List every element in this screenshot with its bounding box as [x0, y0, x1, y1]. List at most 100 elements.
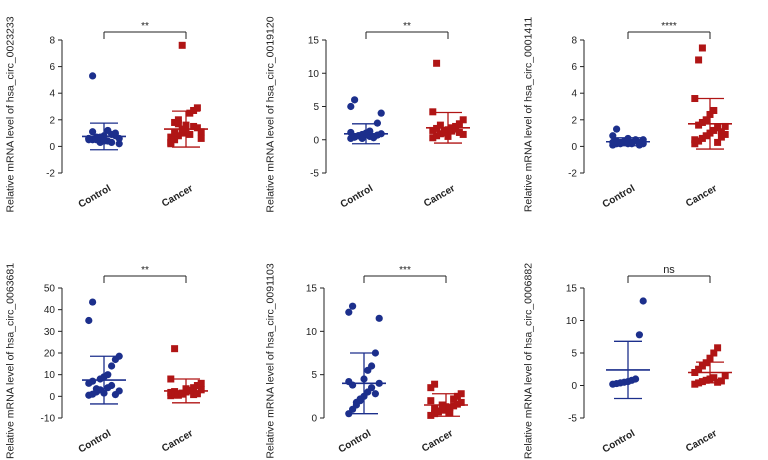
data-point [115, 387, 123, 395]
y-tick-label: 5 [311, 370, 317, 381]
series-control [606, 297, 650, 400]
data-point [171, 136, 179, 144]
data-point [717, 133, 725, 141]
series-control [606, 125, 650, 149]
data-point [89, 128, 97, 136]
significance-label: ** [141, 265, 149, 276]
y-tick-label: 0 [311, 414, 317, 425]
data-point [710, 126, 718, 134]
data-point [436, 121, 444, 129]
data-point [434, 407, 442, 415]
data-point [431, 410, 439, 418]
data-point [85, 136, 93, 144]
data-point [171, 345, 179, 353]
series-cancer [164, 345, 208, 404]
significance-label: *** [399, 265, 411, 276]
y-tick-label: 6 [49, 62, 55, 73]
data-point [613, 125, 621, 133]
data-point [89, 72, 97, 80]
data-point [429, 108, 437, 116]
data-point [427, 411, 435, 419]
y-tick-label: -5 [310, 169, 319, 180]
data-point [453, 400, 461, 408]
category-label-cancer: Cancer [160, 183, 195, 210]
data-point [702, 376, 710, 384]
category-label-cancer: Cancer [420, 428, 455, 455]
data-point [698, 44, 706, 52]
data-point [356, 395, 364, 403]
data-point [377, 109, 385, 117]
y-tick-label: 10 [306, 327, 318, 338]
data-point [446, 409, 454, 417]
data-point [714, 138, 722, 146]
y-axis-title: Relative mRNA level of hsa_circ_0006882 [523, 263, 535, 459]
y-tick-label: -10 [41, 414, 56, 425]
data-point [190, 106, 198, 114]
category-label-cancer: Cancer [422, 183, 457, 210]
y-tick-label: 0 [313, 135, 319, 146]
category-label-control: Control [337, 428, 373, 455]
data-point [197, 128, 205, 136]
y-tick-label: 40 [44, 305, 56, 316]
data-point [438, 406, 446, 414]
data-point [459, 116, 467, 124]
y-tick-label: 15 [566, 284, 578, 295]
y-tick-label: -2 [46, 169, 55, 180]
data-point [197, 386, 205, 394]
data-point [702, 132, 710, 140]
series-cancer [688, 44, 732, 150]
data-point [429, 134, 437, 142]
data-point [721, 130, 729, 138]
data-point [457, 390, 465, 398]
data-point [427, 397, 435, 405]
series-control [342, 302, 386, 418]
data-point [632, 375, 640, 383]
data-point [171, 129, 179, 137]
category-label-control: Control [77, 183, 113, 210]
y-tick-label: 10 [44, 370, 56, 381]
data-point [452, 125, 460, 133]
data-point [345, 308, 353, 316]
data-point [698, 362, 706, 370]
data-point [440, 129, 448, 137]
y-tick-label: 5 [571, 349, 577, 360]
data-point [115, 352, 123, 360]
data-point [698, 118, 706, 126]
data-point [433, 59, 441, 67]
data-point [714, 124, 722, 132]
data-point [347, 102, 355, 111]
data-point [349, 302, 357, 310]
data-point [639, 297, 647, 305]
data-point [433, 132, 441, 140]
data-point [691, 136, 699, 144]
data-point [691, 140, 699, 148]
data-point [368, 384, 376, 392]
category-label-cancer: Cancer [684, 183, 719, 210]
y-tick-label: 2 [49, 115, 55, 126]
y-tick-label: 0 [571, 381, 577, 392]
y-tick-label: 0 [49, 142, 55, 153]
y-tick-label: 2 [571, 115, 577, 126]
data-point [104, 371, 112, 379]
y-axis-title: Relative mRNA level of hsa_circ_0063681 [5, 263, 17, 459]
data-point [695, 56, 703, 64]
data-point [710, 349, 718, 357]
series-cancer [688, 344, 732, 388]
data-point [450, 402, 458, 410]
data-point [721, 122, 729, 130]
data-point [89, 298, 97, 306]
data-point [174, 391, 182, 399]
category-label-cancer: Cancer [160, 428, 195, 455]
chart-panel-2: -5 0 5 10 15 Relative mRNA level of hsa_circ_… [265, 16, 470, 213]
series-cancer [164, 41, 208, 148]
data-point [710, 374, 718, 382]
series-control [82, 298, 126, 405]
data-point [446, 404, 454, 412]
data-point [714, 344, 722, 352]
y-tick-label: 0 [49, 392, 55, 403]
y-axis-title: Relative mRNA level of hsa_circ_0001411 [523, 17, 535, 212]
data-point [174, 120, 182, 128]
series-control [82, 72, 126, 151]
data-point [178, 41, 186, 49]
